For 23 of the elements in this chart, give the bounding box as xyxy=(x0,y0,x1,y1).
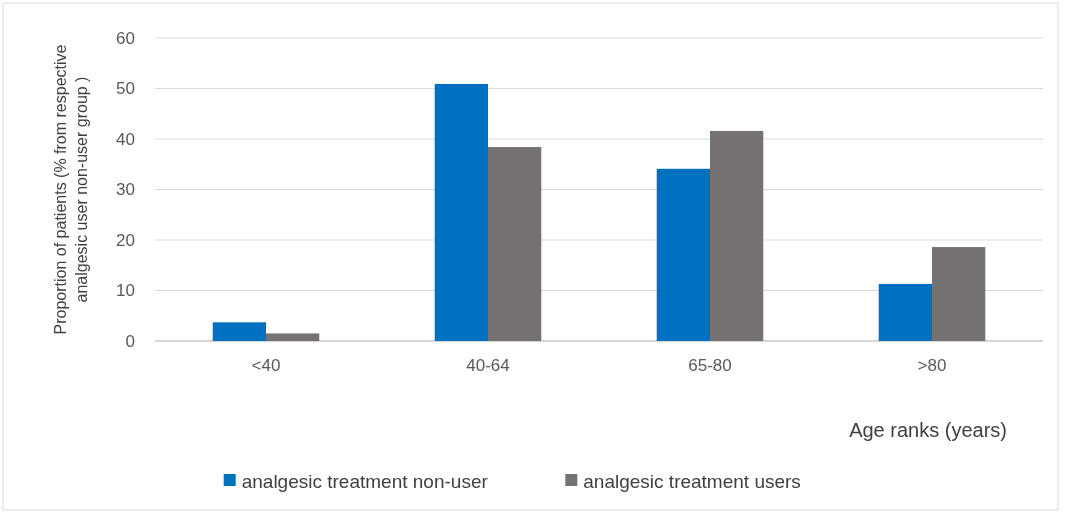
y-tick-label: 60 xyxy=(116,28,135,48)
legend-label: analgesic treatment non-user xyxy=(241,470,489,492)
bar xyxy=(878,283,932,341)
y-axis-title: Proportion of patients (% from respective analgesic user non-user group ) xyxy=(52,44,90,335)
bar xyxy=(710,130,764,341)
y-tick-label: 0 xyxy=(125,331,135,351)
y-tick-label: 20 xyxy=(116,230,135,250)
x-tick-label: >80 xyxy=(917,356,947,375)
legend-label: analgesic treatment users xyxy=(583,470,801,492)
bar xyxy=(932,247,986,341)
x-tick-label: 40-64 xyxy=(466,356,510,375)
bar xyxy=(266,333,320,341)
y-tick-label: 40 xyxy=(116,129,135,149)
x-tick-label: 65-80 xyxy=(688,356,732,375)
bar xyxy=(656,168,710,341)
bar xyxy=(212,322,266,341)
x-tick-label: <40 xyxy=(251,356,281,375)
bar xyxy=(434,83,488,341)
y-tick-label: 30 xyxy=(116,180,135,200)
y-tick-label: 10 xyxy=(116,281,135,301)
bar xyxy=(488,147,542,341)
y-tick-label: 50 xyxy=(116,79,135,99)
x-axis-title: Age ranks (years) xyxy=(849,419,1007,441)
